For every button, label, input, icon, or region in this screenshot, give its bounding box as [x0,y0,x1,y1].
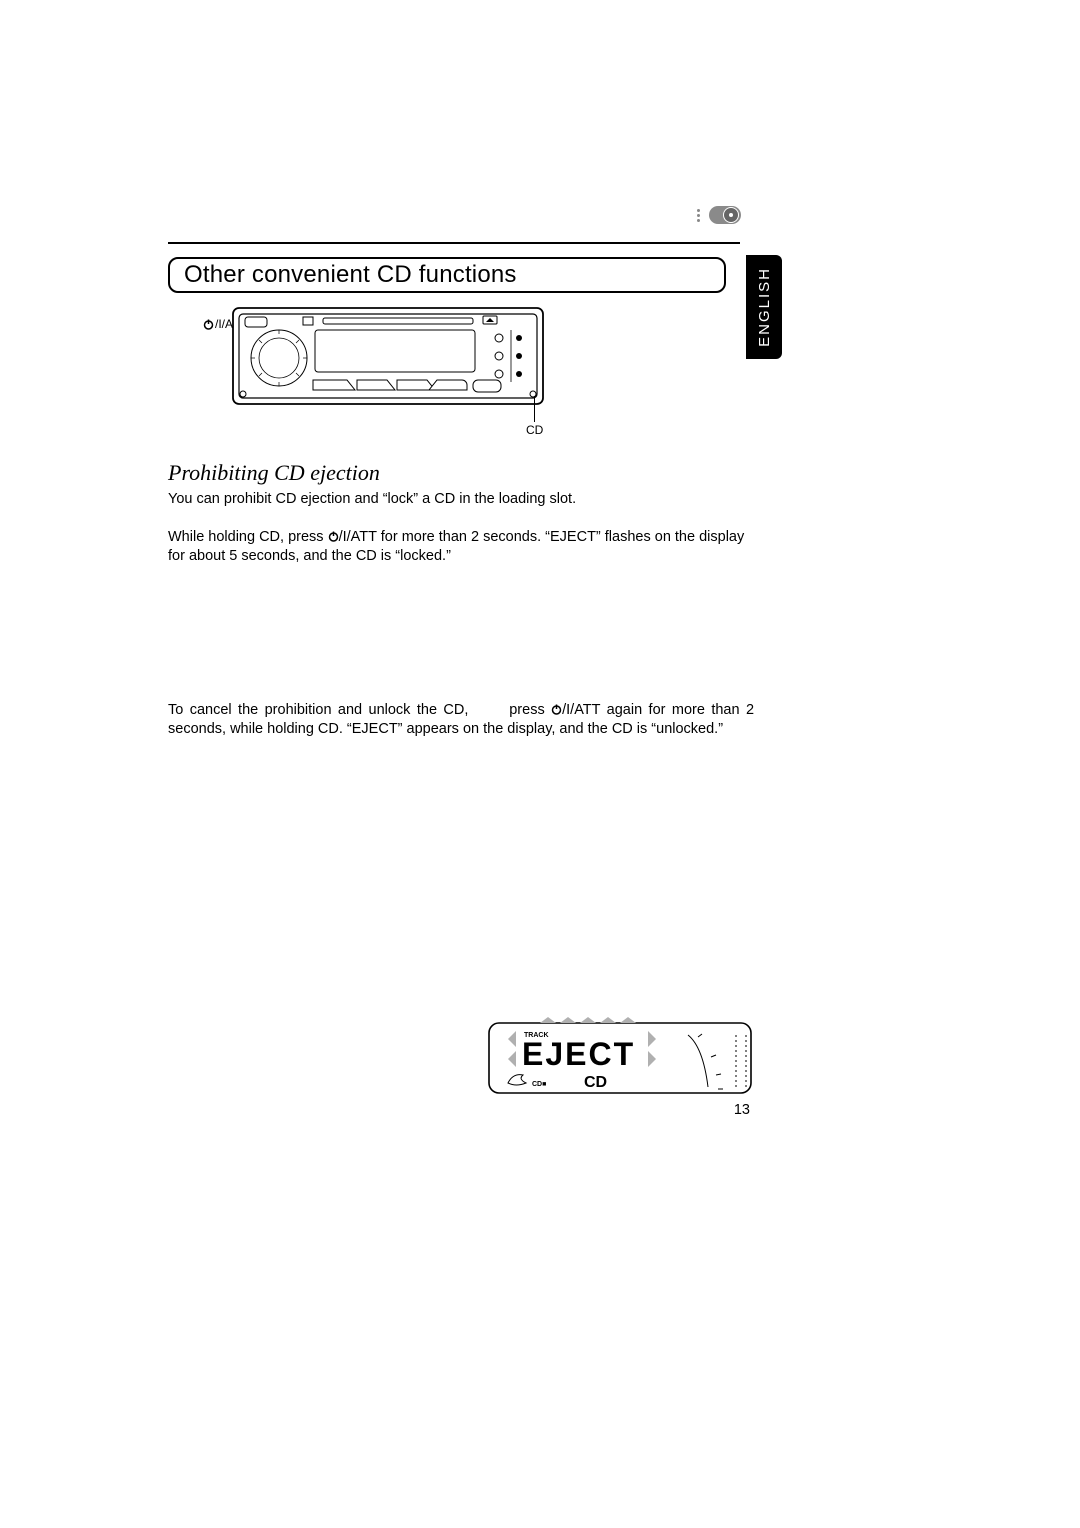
lcd-sub-text: CD [584,1074,607,1091]
subheading: Prohibiting CD ejection [168,460,754,486]
section-title-text: Other convenient CD functions [184,261,517,289]
head-unit-diagram [203,300,612,430]
svg-text:CD■: CD■ [532,1081,546,1088]
p3-btn: /I/ATT [562,702,600,718]
paragraph-3: To cancel the prohibition and unlock the… [168,701,754,740]
p2-btn: /I/ATT [339,529,377,545]
language-tab-text: ENGLISH [756,267,773,347]
lcd-eject-figure: TRACK EJECT CD■ CD [488,1017,764,1101]
power-icon [551,704,562,715]
paragraph-2: While holding CD, press /I/ATT for more … [168,528,754,567]
lcd-main-text: EJECT [522,1036,635,1072]
power-icon [328,531,339,542]
cd-leader-line [534,396,535,422]
section-title: Other convenient CD functions [168,257,726,293]
page-number: 13 [734,1102,750,1118]
top-rule [168,242,740,244]
p3-mid: press [509,702,551,718]
p3-pre: To cancel the prohibition and unlock the… [168,702,468,718]
language-tab: ENGLISH [746,255,782,359]
cd-button-label: CD [526,423,543,437]
p2-pre: While holding CD, press [168,529,328,545]
cd-section-icon [697,205,742,225]
paragraph-1: You can prohibit CD ejection and “lock” … [168,490,754,510]
